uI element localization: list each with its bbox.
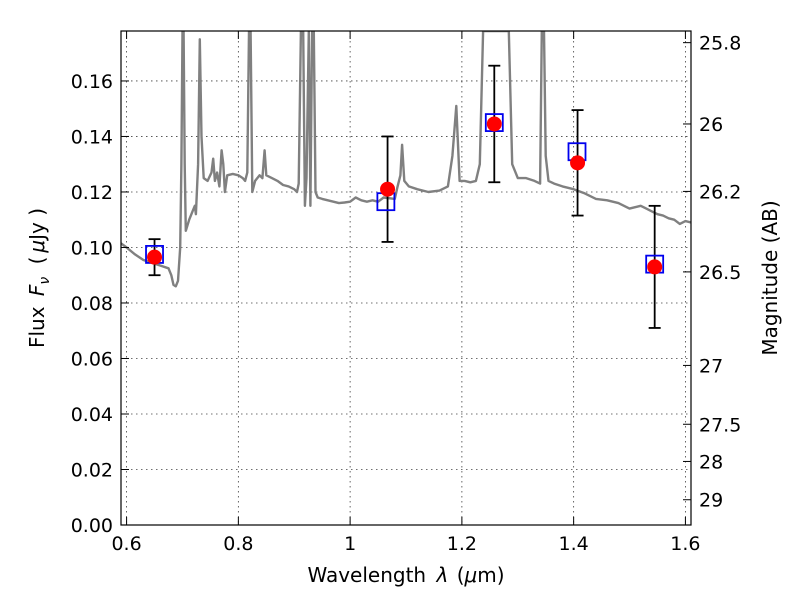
ticks [121, 31, 691, 526]
grid [121, 31, 691, 525]
spectrum-line [121, 31, 691, 288]
x-tick-label: 1 [344, 533, 356, 555]
observed-point [380, 181, 396, 197]
y-tick-label: 0.10 [71, 237, 113, 259]
y2-axis-label: Magnitude (AB) [758, 200, 782, 355]
y2-tick-label: 26.2 [699, 181, 741, 203]
y-tick-label: 0.06 [71, 348, 113, 370]
observed-point [147, 249, 163, 265]
x-tick-label: 1.2 [447, 533, 477, 555]
observed-point [647, 259, 663, 275]
observed-point [486, 116, 502, 132]
x-tick-label: 1.4 [559, 533, 589, 555]
y2-tick-label: 25.8 [699, 33, 741, 55]
x-axis-label: Wavelength λ (μm) [307, 563, 504, 587]
x-tick-label: 0.8 [223, 533, 253, 555]
y-tick-label: 0.08 [71, 293, 113, 315]
points-layer [145, 64, 665, 329]
y2-tick-label: 27 [699, 355, 723, 377]
x-tick-label: 0.6 [111, 533, 141, 555]
tick-labels: 0.6 0.8 1 1.2 1.4 1.6 0.00 0.02 0.04 0.06 0.08 0.10… [71, 33, 742, 555]
y-tick-label: 0.04 [71, 404, 113, 426]
y-tick-label: 0.02 [71, 459, 113, 481]
y2-tick-label: 28 [699, 451, 723, 473]
y2-tick-label: 29 [699, 490, 723, 512]
x-tick-label: 1.6 [670, 533, 700, 555]
y-tick-label: 0.16 [71, 71, 113, 93]
y2-tick-label: 26.5 [699, 262, 741, 284]
y-tick-label: 0.12 [71, 182, 113, 204]
y2-tick-label: 27.5 [699, 414, 741, 436]
y-tick-label: 0.14 [71, 126, 113, 148]
plot-frame [120, 30, 692, 526]
y2-tick-label: 26 [699, 114, 723, 136]
y-tick-label: 0.00 [71, 515, 113, 537]
y-axis-label: Flux Fν (μJy ) [25, 208, 54, 348]
spectrum-layer [121, 31, 691, 288]
observed-point [570, 155, 586, 171]
